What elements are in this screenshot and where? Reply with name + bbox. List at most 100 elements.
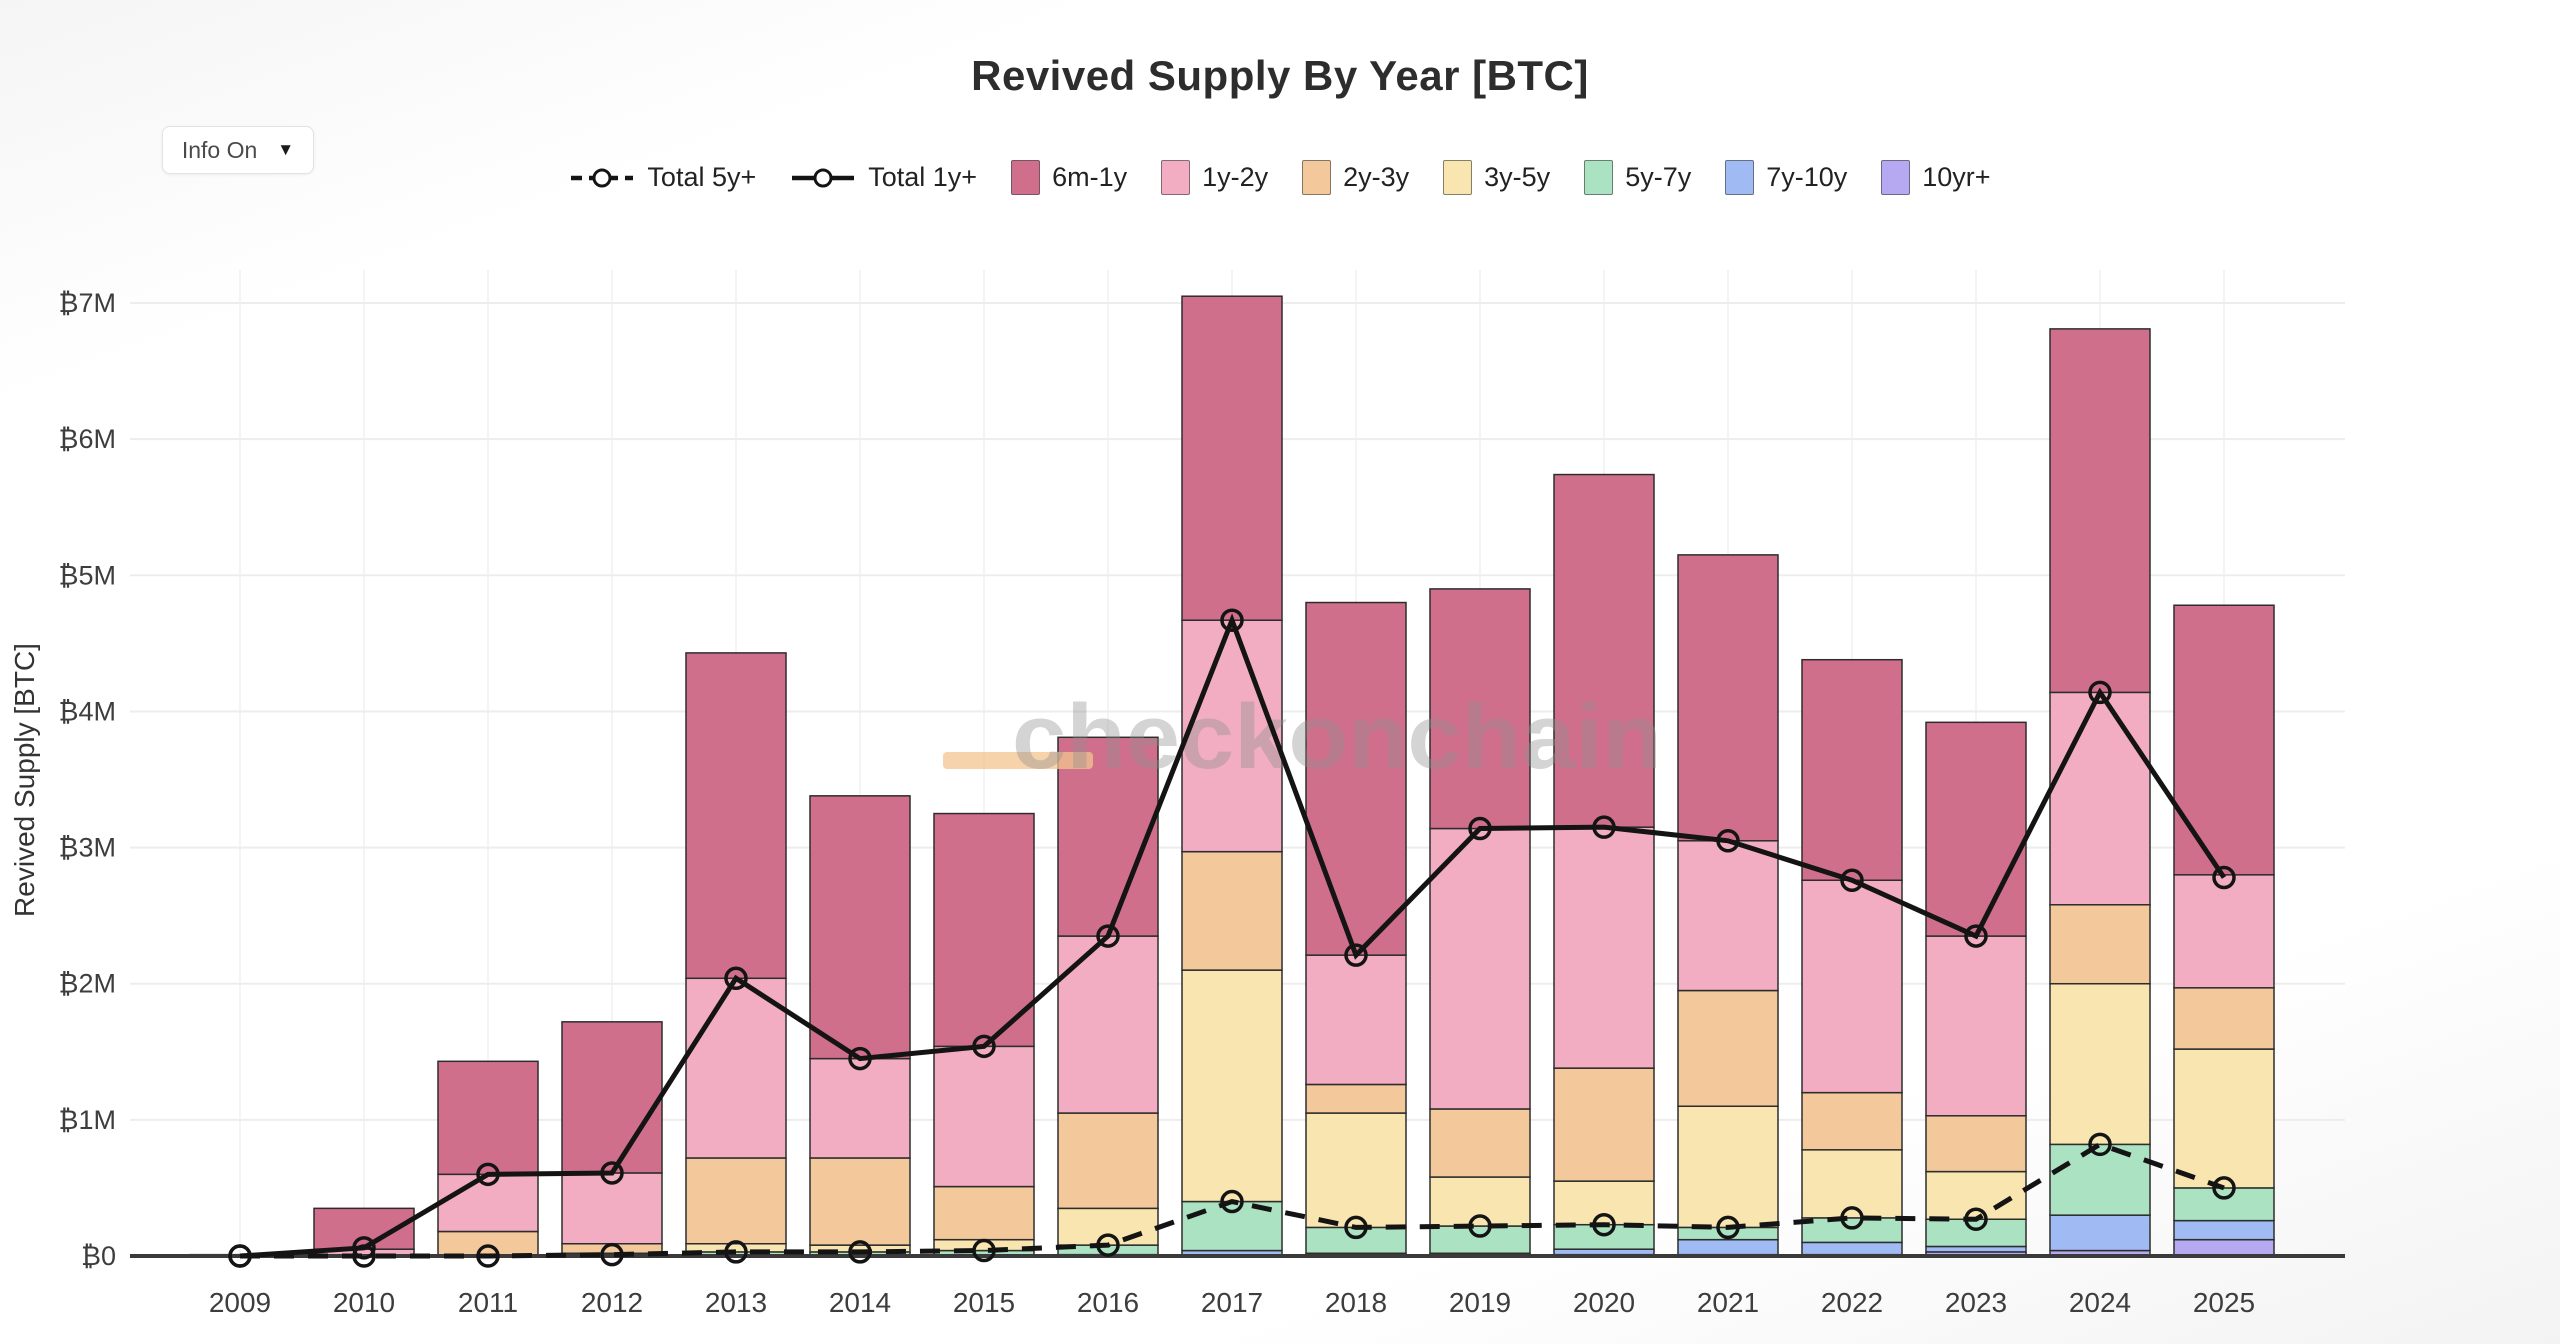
legend-item-7y-10y[interactable]: 7y-10y bbox=[1725, 160, 1847, 195]
bar-segment-6m-1y[interactable] bbox=[1181, 295, 1283, 621]
bar-segment-7y-10y[interactable] bbox=[1677, 1238, 1779, 1256]
marker-Total 1y+ bbox=[476, 1162, 500, 1187]
bar-segment-3y-5y[interactable] bbox=[1305, 1112, 1407, 1229]
x-tick-label: 2013 bbox=[705, 1287, 767, 1318]
bar-segment-2y-3y[interactable] bbox=[933, 1185, 1035, 1241]
bar-segment-3y-5y[interactable] bbox=[1677, 1105, 1779, 1229]
bar-segment-1y-2y[interactable] bbox=[685, 977, 787, 1159]
bar-segment-6m-1y[interactable] bbox=[685, 652, 787, 980]
bar-segment-3y-5y[interactable] bbox=[1553, 1180, 1655, 1226]
info-dropdown[interactable]: Info On ▼ bbox=[162, 126, 314, 174]
marker-Total 5y+ bbox=[1096, 1233, 1120, 1257]
x-tick-label: 2019 bbox=[1449, 1287, 1511, 1318]
bar-segment-2y-3y[interactable] bbox=[437, 1230, 539, 1257]
bar-segment-1y-2y[interactable] bbox=[1801, 879, 1903, 1094]
bar-segment-3y-5y[interactable] bbox=[1057, 1207, 1159, 1246]
bar-segment-5y-7y[interactable] bbox=[2173, 1187, 2275, 1222]
marker-Total 5y+ bbox=[2088, 1132, 2112, 1157]
legend-swatch-icon bbox=[1584, 160, 1614, 195]
bar-segment-2y-3y[interactable] bbox=[1429, 1108, 1531, 1178]
bar-segment-1y-2y[interactable] bbox=[1553, 826, 1655, 1069]
bar-segment-1y-2y[interactable] bbox=[1181, 619, 1283, 853]
bar-segment-1y-2y[interactable] bbox=[1677, 840, 1779, 992]
bar-segment-1y-2y[interactable] bbox=[933, 1045, 1035, 1188]
bar-segment-1y-2y[interactable] bbox=[1429, 827, 1531, 1110]
x-tick-label: 2022 bbox=[1821, 1287, 1883, 1318]
bar-segment-2y-3y[interactable] bbox=[809, 1157, 911, 1246]
legend-item-6m-1y[interactable]: 6m-1y bbox=[1011, 160, 1127, 195]
bar-segment-7y-10y[interactable] bbox=[2173, 1219, 2275, 1241]
marker-Total 5y+ bbox=[1592, 1212, 1616, 1237]
bar-segment-6m-1y[interactable] bbox=[933, 812, 1035, 1048]
bar-segment-6m-1y[interactable] bbox=[2173, 604, 2275, 876]
bar-segment-2y-3y[interactable] bbox=[1305, 1083, 1407, 1114]
legend-item-10yr+[interactable]: 10yr+ bbox=[1881, 160, 1991, 195]
legend-label: 2y-3y bbox=[1343, 162, 1410, 192]
legend-item-5y-7y[interactable]: 5y-7y bbox=[1584, 160, 1691, 195]
bar-segment-6m-1y[interactable] bbox=[2049, 328, 2151, 694]
y-tick-label: ₿3M bbox=[59, 833, 117, 863]
bar-segment-5y-7y[interactable] bbox=[1925, 1218, 2027, 1248]
bar-segment-6m-1y[interactable] bbox=[437, 1060, 539, 1176]
y-tick-label: ₿2M bbox=[59, 969, 117, 999]
bar-segment-6m-1y[interactable] bbox=[809, 795, 911, 1060]
legend-item-Total 5y+[interactable]: Total 5y+ bbox=[569, 161, 756, 195]
bar-segment-2y-3y[interactable] bbox=[1553, 1067, 1655, 1182]
bar-segment-2y-3y[interactable] bbox=[1181, 850, 1283, 971]
bar-segment-6m-1y[interactable] bbox=[561, 1021, 663, 1174]
bar-segment-5y-7y[interactable] bbox=[2049, 1143, 2151, 1216]
bar-segment-1y-2y[interactable] bbox=[809, 1057, 911, 1159]
marker-Total 1y+ bbox=[848, 1046, 872, 1071]
marker-Total 5y+ bbox=[972, 1238, 996, 1263]
bar-segment-1y-2y[interactable] bbox=[1925, 935, 2027, 1117]
line-Total 1y+ bbox=[239, 613, 2227, 1259]
bar-segment-1y-2y[interactable] bbox=[1057, 935, 1159, 1114]
bar-segment-3y-5y[interactable] bbox=[1429, 1176, 1531, 1227]
bar-segment-1y-2y[interactable] bbox=[1305, 954, 1407, 1086]
legend-item-1y-2y[interactable]: 1y-2y bbox=[1161, 160, 1268, 195]
bar-segment-2y-3y[interactable] bbox=[1925, 1115, 2027, 1173]
bar-segment-3y-5y[interactable] bbox=[1925, 1170, 2027, 1220]
bar-segment-6m-1y[interactable] bbox=[1677, 554, 1779, 842]
bar-segment-3y-5y[interactable] bbox=[1181, 969, 1283, 1203]
bar-segment-7y-10y[interactable] bbox=[1925, 1245, 2027, 1253]
bar-segment-7y-10y[interactable] bbox=[1801, 1241, 1903, 1256]
legend-item-3y-5y[interactable]: 3y-5y bbox=[1443, 160, 1550, 195]
bar-segment-6m-1y[interactable] bbox=[1429, 588, 1531, 830]
x-tick-label: 2014 bbox=[829, 1287, 891, 1318]
y-tick-label: ₿5M bbox=[59, 560, 117, 590]
x-tick-label: 2020 bbox=[1573, 1287, 1635, 1318]
bar-segment-5y-7y[interactable] bbox=[1429, 1225, 1531, 1255]
legend-item-2y-3y[interactable]: 2y-3y bbox=[1302, 160, 1409, 195]
y-tick-label: ₿0 bbox=[81, 1241, 116, 1271]
bar-segment-3y-5y[interactable] bbox=[2049, 982, 2151, 1146]
bar-segment-6m-1y[interactable] bbox=[1925, 721, 2027, 937]
legend-item-Total 1y+[interactable]: Total 1y+ bbox=[790, 161, 977, 195]
marker-Total 1y+ bbox=[1468, 816, 1492, 841]
bar-segment-5y-7y[interactable] bbox=[1801, 1217, 1903, 1244]
bar-segment-7y-10y[interactable] bbox=[1553, 1248, 1655, 1256]
bar-segment-5y-7y[interactable] bbox=[1553, 1223, 1655, 1250]
bar-segment-5y-7y[interactable] bbox=[1305, 1226, 1407, 1255]
watermark-underscore bbox=[943, 752, 1093, 769]
bar-segment-6m-1y[interactable] bbox=[1801, 658, 1903, 882]
marker-Total 1y+ bbox=[352, 1236, 376, 1260]
bar-segment-2y-3y[interactable] bbox=[2173, 987, 2275, 1050]
bar-segment-1y-2y[interactable] bbox=[2173, 874, 2275, 989]
bar-segment-10yr+[interactable] bbox=[2173, 1238, 2275, 1257]
bar-segment-1y-2y[interactable] bbox=[2049, 691, 2151, 906]
bar-segment-7y-10y[interactable] bbox=[2049, 1214, 2151, 1252]
marker-Total 5y+ bbox=[724, 1240, 748, 1264]
x-tick-label: 2010 bbox=[333, 1287, 395, 1318]
bar-segment-3y-5y[interactable] bbox=[2173, 1048, 2275, 1189]
marker-Total 5y+ bbox=[1220, 1189, 1244, 1214]
marker-Total 5y+ bbox=[1964, 1207, 1988, 1231]
x-tick-label: 2016 bbox=[1077, 1287, 1139, 1318]
bar-segment-1y-2y[interactable] bbox=[561, 1172, 663, 1245]
bar-segment-2y-3y[interactable] bbox=[1801, 1091, 1903, 1151]
bar-segment-2y-3y[interactable] bbox=[2049, 904, 2151, 985]
bar-segment-2y-3y[interactable] bbox=[1057, 1112, 1159, 1210]
marker-Total 5y+ bbox=[848, 1240, 872, 1264]
bar-segment-2y-3y[interactable] bbox=[685, 1157, 787, 1245]
bar-segment-2y-3y[interactable] bbox=[1677, 989, 1779, 1107]
